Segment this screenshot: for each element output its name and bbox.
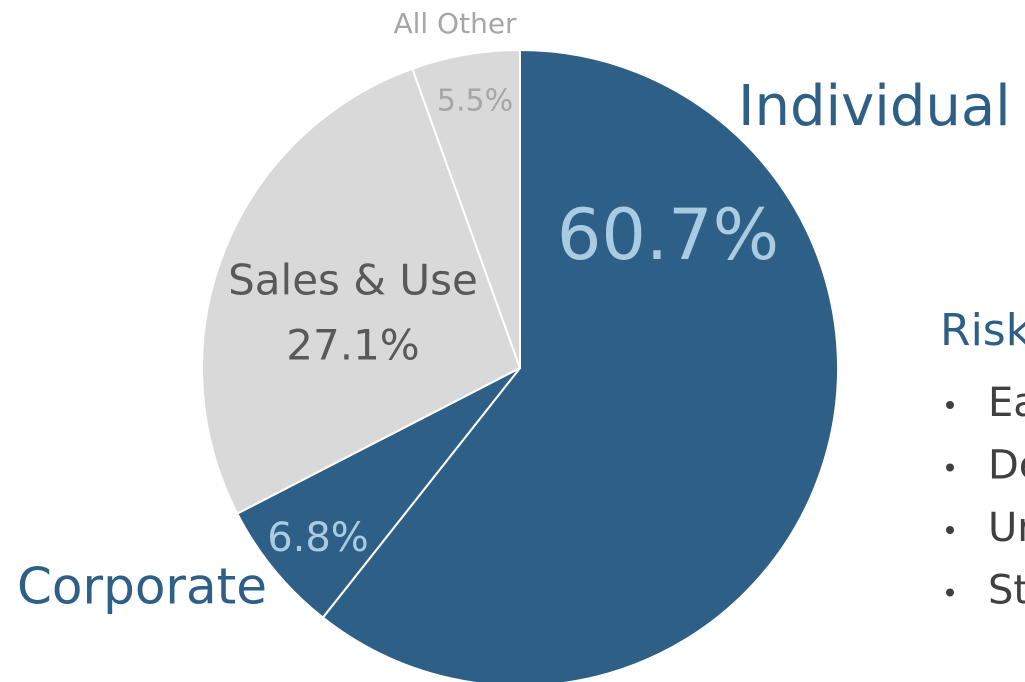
pie-slice [235,367,521,619]
category-label: Corporate [17,558,267,616]
bullet-dot [946,463,954,472]
pie [201,48,839,682]
side-heading: Risk [940,305,1025,356]
bullet-text: St [988,568,1025,614]
value-label: 6.8% [267,515,369,561]
bullet-dot [946,526,954,534]
pie-slice [321,48,839,682]
category-label: All Other [393,7,517,40]
bullet-dot [946,401,954,409]
bullet-text: Un [988,505,1025,551]
value-label: 5.5% [437,84,513,119]
category-label: Sales & Use [228,256,478,305]
bullet-text: De [988,443,1025,489]
category-label: Individual [738,74,1011,139]
bullet-dot [946,588,954,597]
value-label: 60.7% [557,194,779,276]
pie-slice [201,67,522,515]
pie-slice [411,48,521,369]
value-label: 27.1% [286,321,419,370]
bullet-text: Ea [988,380,1025,426]
bullet-list: Ea De Un St [946,380,1025,614]
